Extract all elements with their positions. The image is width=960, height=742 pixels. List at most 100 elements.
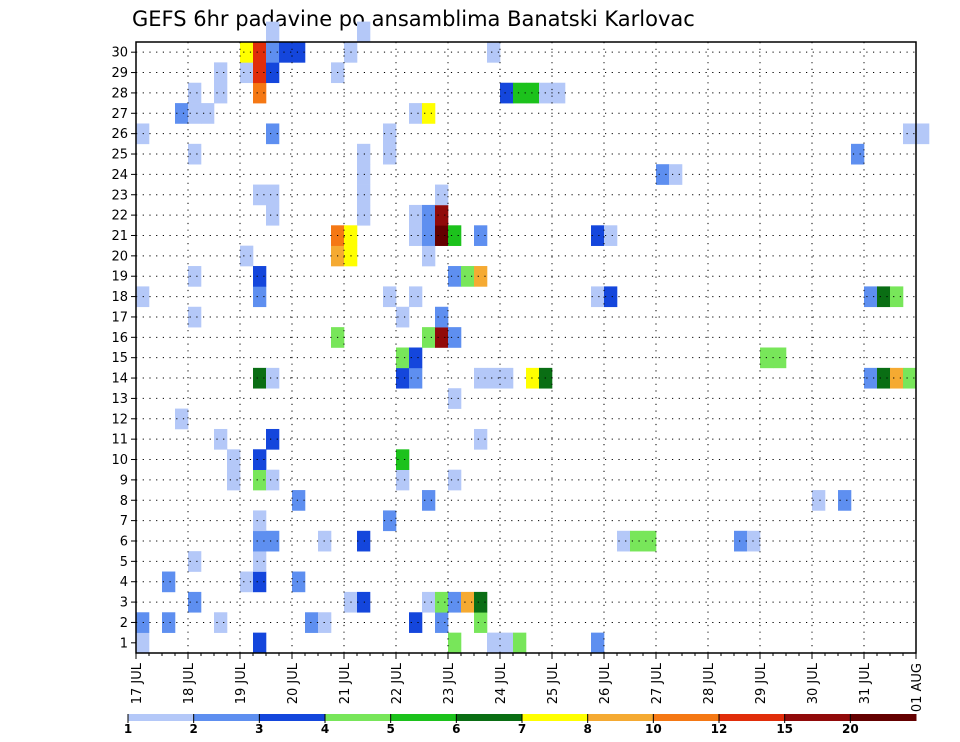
heatmap-cell: [162, 571, 176, 593]
heatmap-cell: [136, 612, 150, 633]
y-tick-label: 11: [111, 433, 128, 448]
legend-color-box: [128, 714, 195, 721]
x-tick-label: 21 JUL: [338, 662, 353, 704]
heatmap-cell: [591, 632, 605, 654]
legend-color-box: [456, 714, 523, 721]
heatmap-cell: [864, 367, 878, 389]
heatmap-cell: [396, 306, 410, 328]
heatmap-cell: [266, 123, 280, 145]
heatmap-cell: [422, 225, 436, 246]
heatmap-cell: [214, 82, 228, 104]
heatmap-cell: [409, 347, 423, 369]
heatmap-cell: [461, 266, 475, 287]
heatmap-cell: [877, 367, 891, 389]
legend-level-label: 3: [255, 722, 263, 736]
heatmap-cell: [474, 367, 488, 389]
heatmap-cell: [214, 428, 228, 450]
heatmap-cell: [396, 367, 410, 389]
heatmap-cell: [227, 469, 241, 491]
heatmap-cell: [617, 530, 631, 552]
heatmap-cell: [253, 571, 267, 593]
y-tick-label: 25: [111, 148, 128, 163]
heatmap-cell: [253, 367, 267, 389]
y-tick-label: 27: [111, 107, 128, 122]
heatmap-cell: [838, 490, 852, 511]
heatmap-cell: [487, 367, 501, 389]
heatmap-cell: [253, 184, 267, 206]
heatmap-cell: [396, 347, 410, 369]
heatmap-cell: [279, 42, 293, 63]
heatmap-cell: [383, 286, 397, 308]
heatmap-cell: [669, 164, 683, 185]
x-tick-label: 23 JUL: [442, 662, 457, 704]
y-tick-label: 19: [111, 270, 128, 285]
heatmap-cell: [266, 42, 280, 63]
heatmap-cell: [201, 103, 215, 124]
heatmap-cell: [292, 490, 306, 511]
heatmap-cell: [253, 449, 267, 470]
heatmap-cell: [292, 42, 306, 63]
x-tick-label: 28 JUL: [702, 662, 717, 704]
heatmap-cell: [643, 530, 657, 552]
heatmap-cell: [253, 62, 267, 84]
heatmap-cell: [435, 225, 449, 246]
heatmap-cell: [448, 469, 462, 491]
y-tick-label: 5: [120, 555, 128, 570]
heatmap-cell: [266, 204, 280, 226]
y-tick-label: 24: [111, 168, 128, 183]
heatmap-cell: [422, 327, 436, 348]
x-tick-label: 31 JUL: [858, 662, 873, 704]
heatmap-cell: [240, 62, 254, 84]
x-tick-label: 20 JUL: [286, 662, 301, 704]
y-tick-label: 26: [111, 127, 128, 142]
heatmap-cell: [435, 204, 449, 226]
x-tick-label: 01 AUG: [910, 663, 925, 712]
heatmap-cell: [266, 21, 280, 43]
chart-title: GEFS 6hr padavine po ansamblima Banatski…: [132, 7, 695, 31]
heatmap-cell: [435, 306, 449, 328]
heatmap-cell: [448, 632, 462, 654]
heatmap-cell: [851, 143, 865, 165]
y-tick-label: 10: [111, 453, 128, 468]
heatmap-cell: [266, 428, 280, 450]
heatmap-cell: [812, 490, 826, 511]
heatmap-cell: [513, 632, 527, 654]
heatmap-cell: [253, 42, 267, 63]
heatmap-cell: [409, 612, 423, 633]
heatmap-cell: [266, 367, 280, 389]
heatmap-cell: [188, 143, 202, 165]
y-tick-label: 8: [120, 494, 128, 509]
legend-color-box: [390, 714, 457, 721]
heatmap-cell: [253, 530, 267, 552]
heatmap-cell: [357, 591, 371, 613]
y-tick-label: 30: [111, 46, 128, 61]
heatmap-cell: [188, 306, 202, 328]
legend-color-box: [522, 714, 589, 721]
heatmap-cell: [604, 225, 618, 246]
heatmap-cell: [422, 245, 436, 267]
x-axis: 17 JUL 18 JUL 19 JUL 20 JUL 21 JUL 22 JUL 23 J…: [130, 653, 925, 712]
heatmap-cell: [461, 591, 475, 613]
legend-level-label: 4: [321, 722, 329, 736]
heatmap-cell: [162, 612, 176, 633]
heatmap-cell: [890, 286, 904, 308]
heatmap-cell: [591, 225, 605, 246]
heatmap-cell: [474, 225, 488, 246]
heatmap-cell: [448, 591, 462, 613]
heatmap-cell: [422, 591, 436, 613]
y-tick-label: 14: [111, 372, 128, 387]
y-tick-label: 20: [111, 249, 128, 264]
y-tick-label: 12: [111, 412, 128, 427]
heatmap-cell: [253, 266, 267, 287]
heatmap-cell: [422, 103, 436, 124]
heatmap-cell: [500, 632, 514, 654]
heatmap-cell: [474, 428, 488, 450]
heatmap-cell: [266, 530, 280, 552]
x-tick-label: 17 JUL: [130, 662, 145, 704]
y-tick-label: 2: [120, 616, 128, 631]
heatmap-cell: [357, 204, 371, 226]
heatmap-cell: [409, 103, 423, 124]
heatmap-cell: [409, 367, 423, 389]
heatmap-cell: [435, 591, 449, 613]
heatmap-cell: [409, 204, 423, 226]
